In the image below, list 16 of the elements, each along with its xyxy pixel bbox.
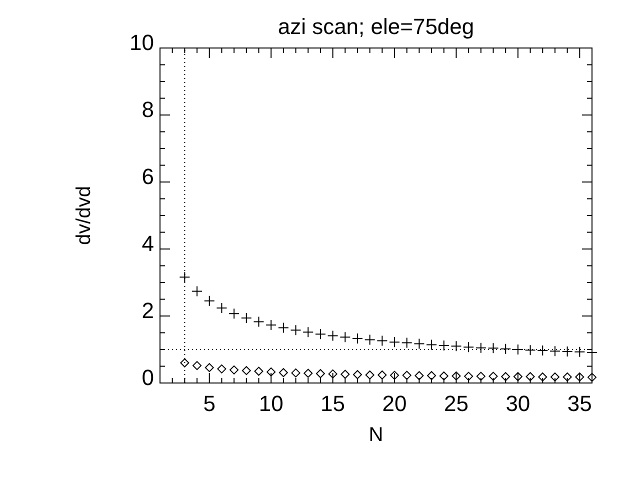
chart-title: azi scan; ele=75deg bbox=[278, 14, 474, 39]
y-tick-label: 10 bbox=[130, 30, 154, 56]
y-tick-label: 6 bbox=[142, 164, 154, 190]
x-tick-label: 25 bbox=[444, 391, 468, 416]
x-tick-label: 10 bbox=[258, 391, 284, 416]
y-axis-title: dv/dvd bbox=[73, 186, 95, 245]
x-tick-label: 20 bbox=[382, 391, 407, 416]
y-tick-label: 8 bbox=[142, 97, 154, 122]
y-tick-label: 2 bbox=[142, 298, 154, 324]
x-tick-label: 35 bbox=[567, 391, 592, 416]
x-tick-label: 30 bbox=[506, 391, 530, 416]
x-tick-label: 15 bbox=[320, 391, 346, 416]
x-tick-label: 5 bbox=[203, 391, 216, 416]
x-axis-title: N bbox=[368, 424, 384, 446]
y-tick-label: 4 bbox=[142, 231, 154, 256]
y-tick-label: 0 bbox=[142, 365, 154, 390]
